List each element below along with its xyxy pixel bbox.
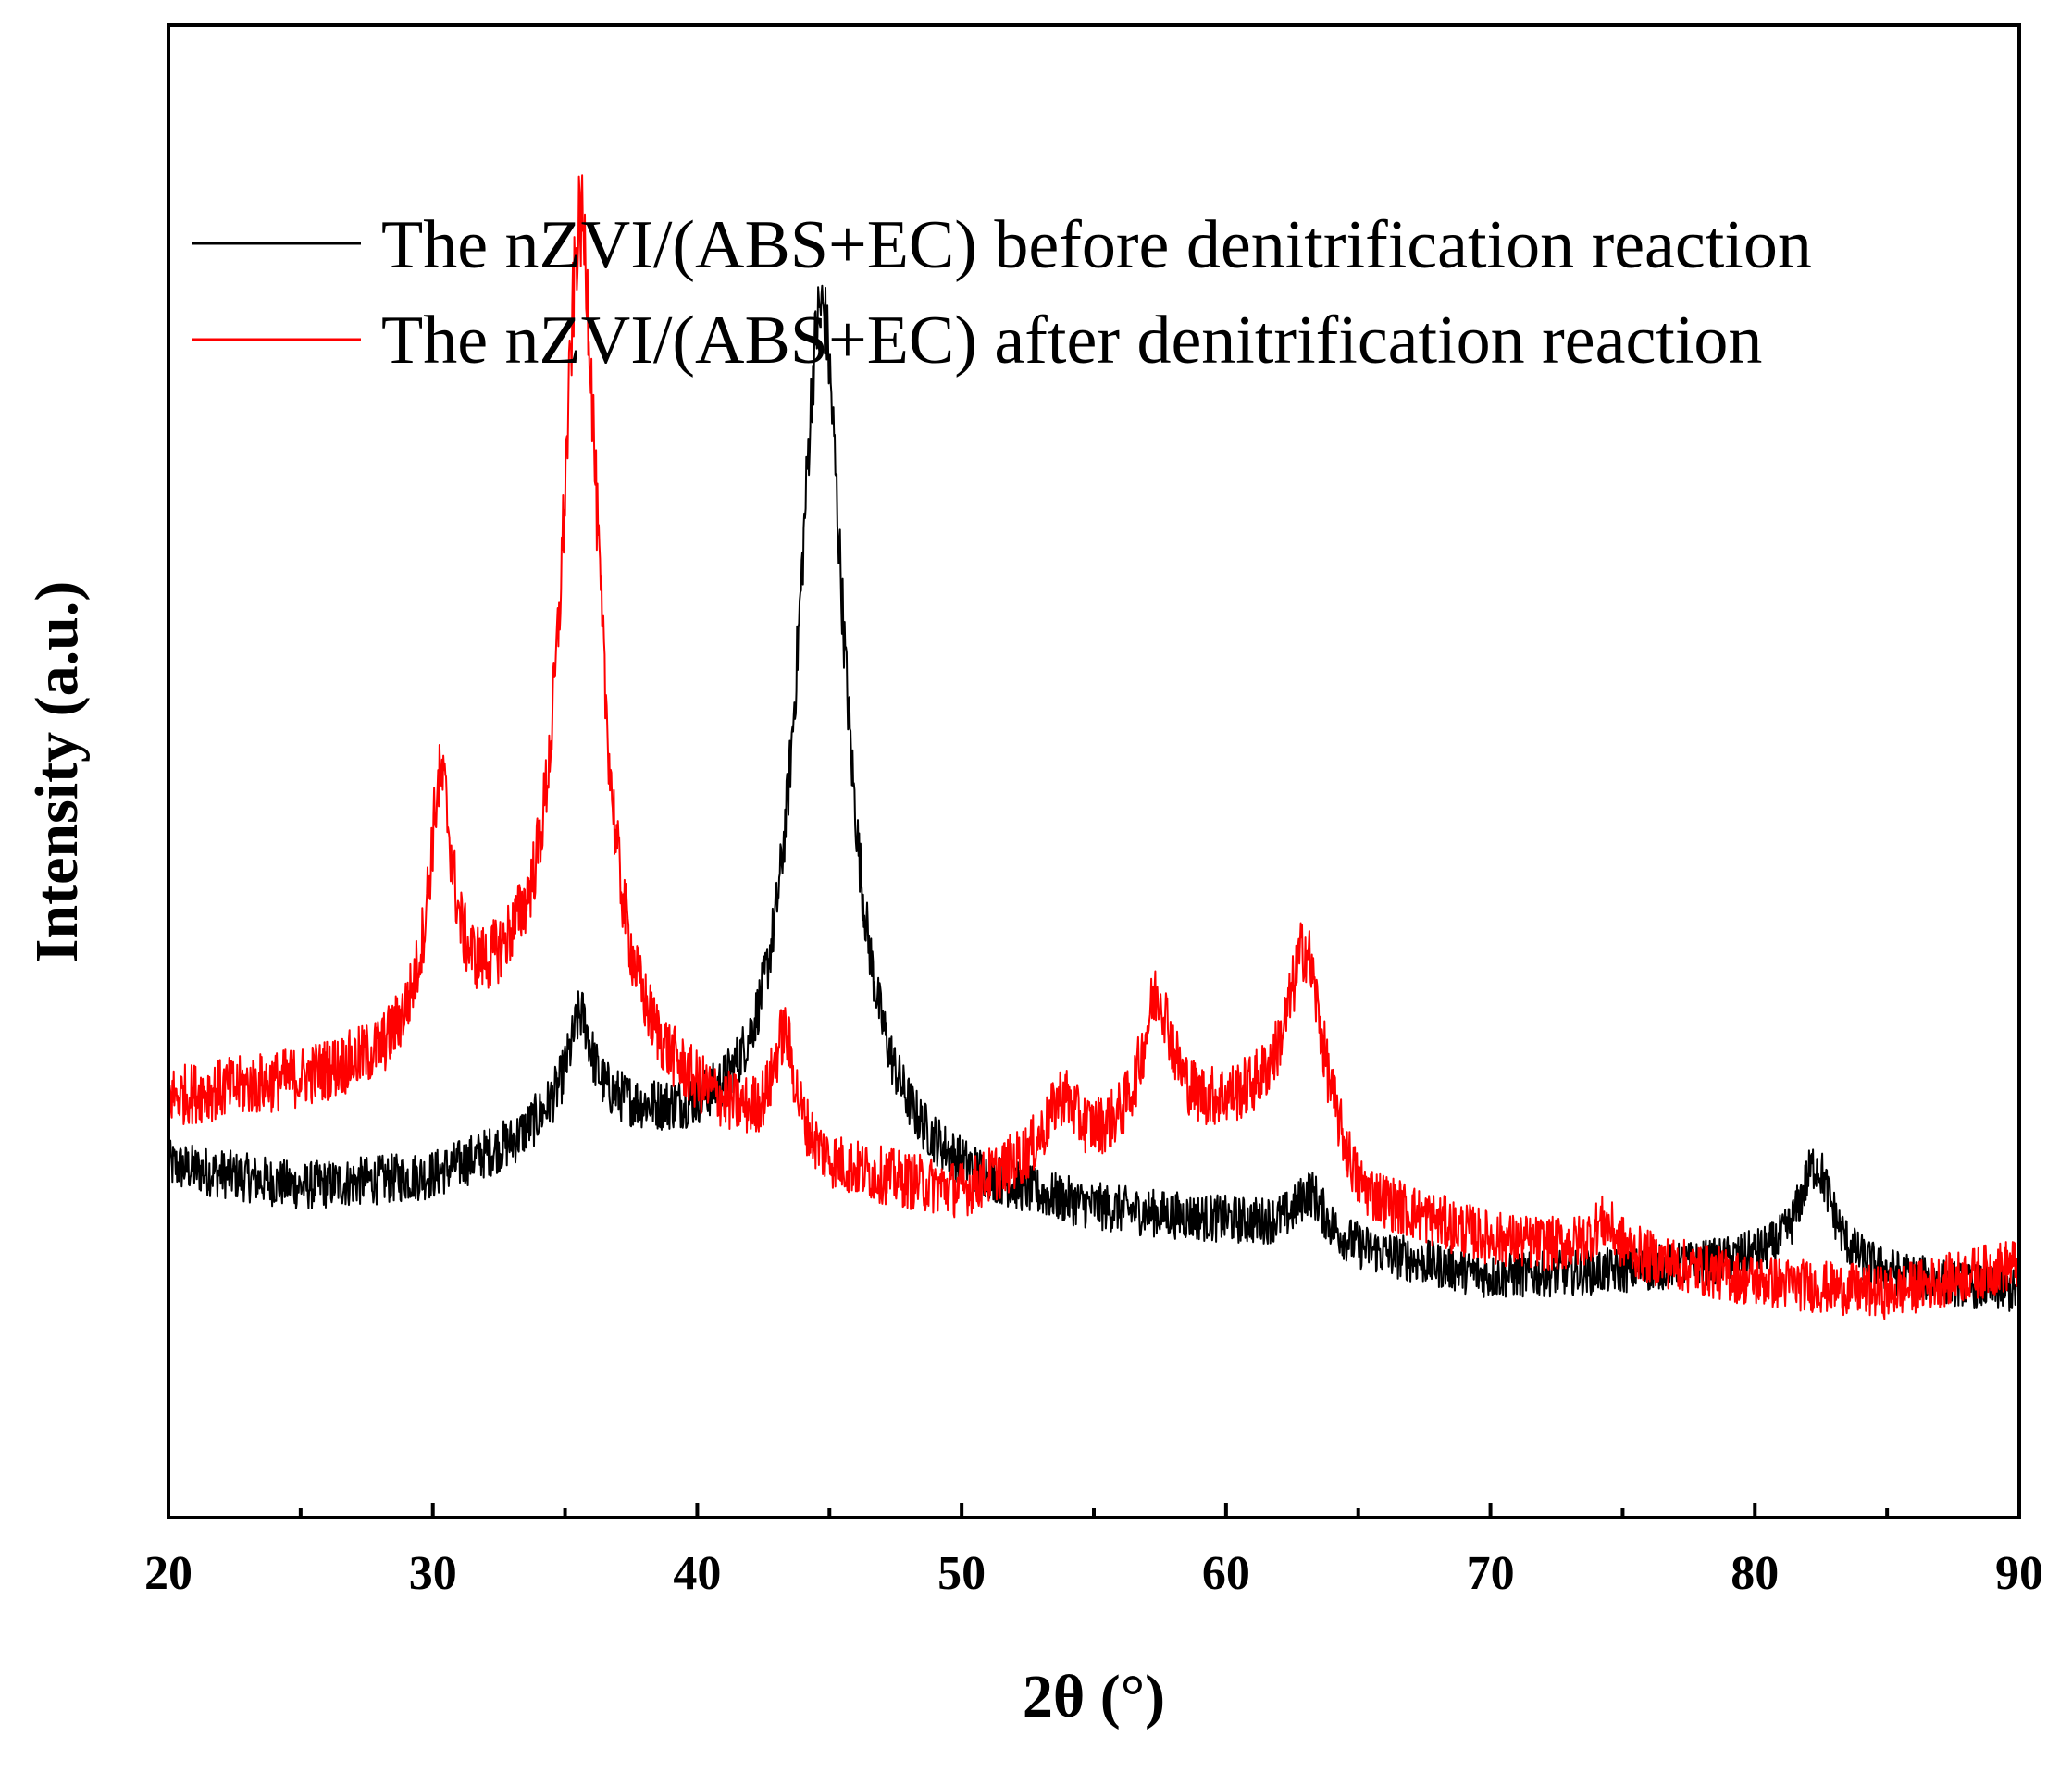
y-axis-title: Intensity (a.u.) bbox=[23, 581, 91, 963]
x-tick-label: 50 bbox=[937, 1547, 986, 1600]
series-line-before bbox=[167, 284, 2020, 1312]
series-line-after bbox=[167, 174, 2020, 1320]
legend: The nZVI/(ABS+EC) before denitrification… bbox=[192, 207, 1812, 378]
legend-label-before: The nZVI/(ABS+EC) before denitrification… bbox=[381, 207, 1812, 283]
legend-label-after: The nZVI/(ABS+EC) after denitrification … bbox=[381, 303, 1762, 378]
x-axis-tick-labels: 20 30 40 50 60 70 80 90 bbox=[144, 1547, 2043, 1600]
series-layer bbox=[167, 174, 2020, 1320]
x-axis-ticks bbox=[167, 1503, 2021, 1518]
x-tick-label: 70 bbox=[1467, 1547, 1515, 1600]
x-tick-label: 20 bbox=[144, 1547, 192, 1600]
x-tick-label: 80 bbox=[1731, 1547, 1779, 1600]
x-axis-title: 2θ (°) bbox=[1023, 1663, 1165, 1730]
x-tick-label: 40 bbox=[673, 1547, 721, 1600]
x-tick-label: 60 bbox=[1202, 1547, 1250, 1600]
x-tick-label: 90 bbox=[1995, 1547, 2043, 1600]
x-tick-label: 30 bbox=[409, 1547, 457, 1600]
